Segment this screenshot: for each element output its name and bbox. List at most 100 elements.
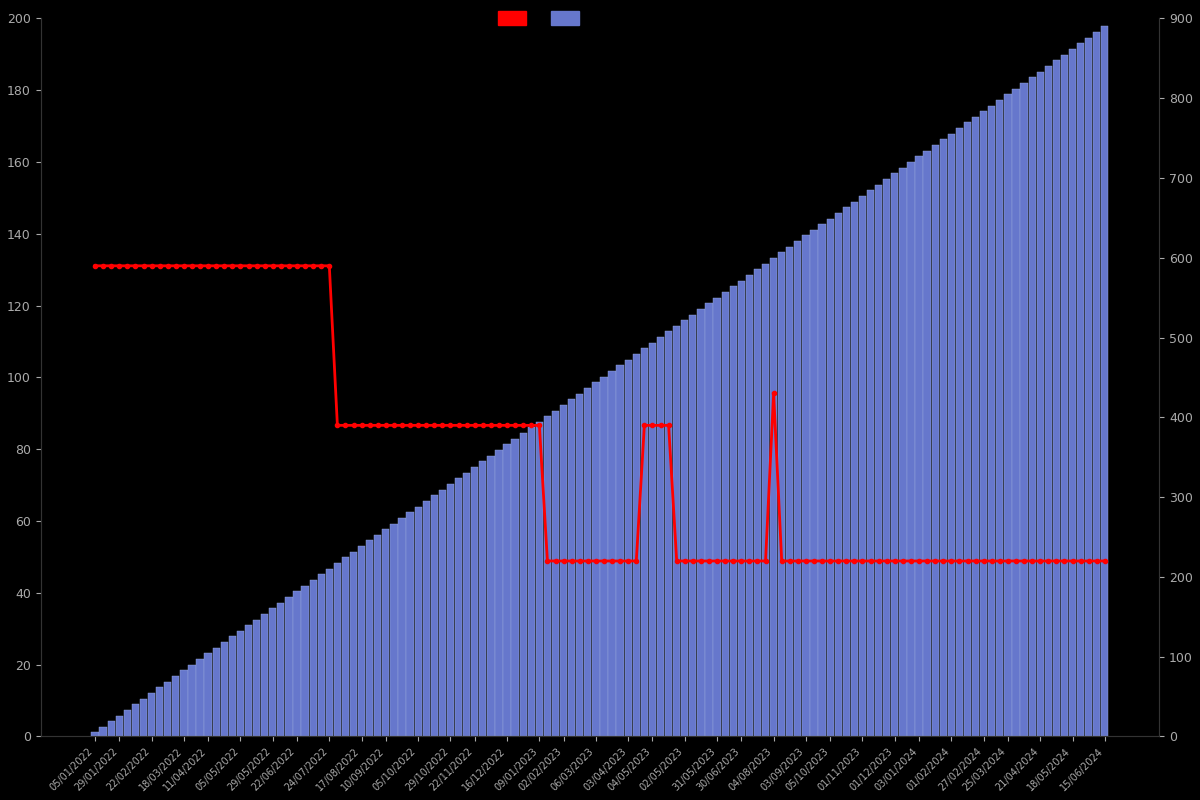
Bar [560,405,568,737]
Bar [293,591,301,737]
Bar [479,462,486,737]
Bar [310,580,317,737]
Bar [568,399,575,737]
Bar [948,134,955,737]
Bar [827,218,834,737]
Bar [972,117,979,737]
Bar [1020,83,1027,737]
Bar [649,342,656,737]
Bar [689,314,696,737]
Bar [988,106,995,737]
Bar [1045,66,1052,737]
Bar [446,484,454,737]
Bar [818,224,826,737]
Bar [172,676,180,737]
Bar [236,631,244,737]
Bar [374,535,382,737]
Bar [600,377,607,737]
Bar [108,722,115,737]
Bar [656,337,664,737]
Bar [706,303,713,737]
Bar [366,541,373,737]
Bar [608,371,616,737]
Bar [414,506,422,737]
Bar [803,235,810,737]
Bar [342,558,349,737]
Bar [770,258,778,737]
Bar [350,552,358,737]
Bar [286,597,293,737]
Bar [463,473,470,737]
Bar [132,704,139,737]
Bar [899,168,906,737]
Bar [164,682,172,737]
Bar [487,456,494,737]
Bar [439,490,446,737]
Bar [892,174,899,737]
Bar [1028,78,1036,737]
Bar [907,162,914,737]
Bar [1013,89,1020,737]
Bar [253,619,260,737]
Bar [262,614,269,737]
Bar [810,230,817,737]
Bar [584,388,592,737]
Bar [1085,38,1092,737]
Bar [1037,72,1044,737]
Bar [140,698,148,737]
Bar [632,354,640,737]
Bar [1076,43,1085,737]
Bar [1102,26,1109,737]
Bar [407,512,414,737]
Bar [503,445,511,737]
Bar [673,326,680,737]
Bar [91,733,98,737]
Bar [229,637,236,737]
Bar [762,264,769,737]
Bar [115,715,122,737]
Bar [390,523,397,737]
Bar [624,360,632,737]
Bar [940,139,947,737]
Bar [1093,32,1100,737]
Bar [544,416,551,737]
Bar [924,150,931,737]
Bar [786,246,793,737]
Bar [778,252,785,737]
Bar [528,427,535,737]
Bar [245,625,252,737]
Bar [472,467,479,737]
Bar [318,574,325,737]
Bar [730,286,737,737]
Bar [851,202,858,737]
Bar [431,495,438,737]
Bar [866,190,875,737]
Bar [1052,60,1060,737]
Bar [916,156,923,737]
Bar [1069,49,1076,737]
Bar [617,366,624,737]
Bar [496,450,503,737]
Bar [754,270,761,737]
Bar [148,693,155,737]
Bar [520,433,527,737]
Bar [665,331,672,737]
Bar [1061,54,1068,737]
Bar [124,710,131,737]
Bar [277,602,284,737]
Bar [383,529,390,737]
Bar [1004,94,1012,737]
Bar [325,569,332,737]
Bar [204,654,211,737]
Bar [980,111,988,737]
Bar [721,292,728,737]
Bar [212,648,220,737]
Bar [422,501,430,737]
Bar [221,642,228,737]
Bar [859,196,866,737]
Bar [552,410,559,737]
Bar [842,207,850,737]
Bar [964,122,971,737]
Bar [738,281,745,737]
Bar [794,241,802,737]
